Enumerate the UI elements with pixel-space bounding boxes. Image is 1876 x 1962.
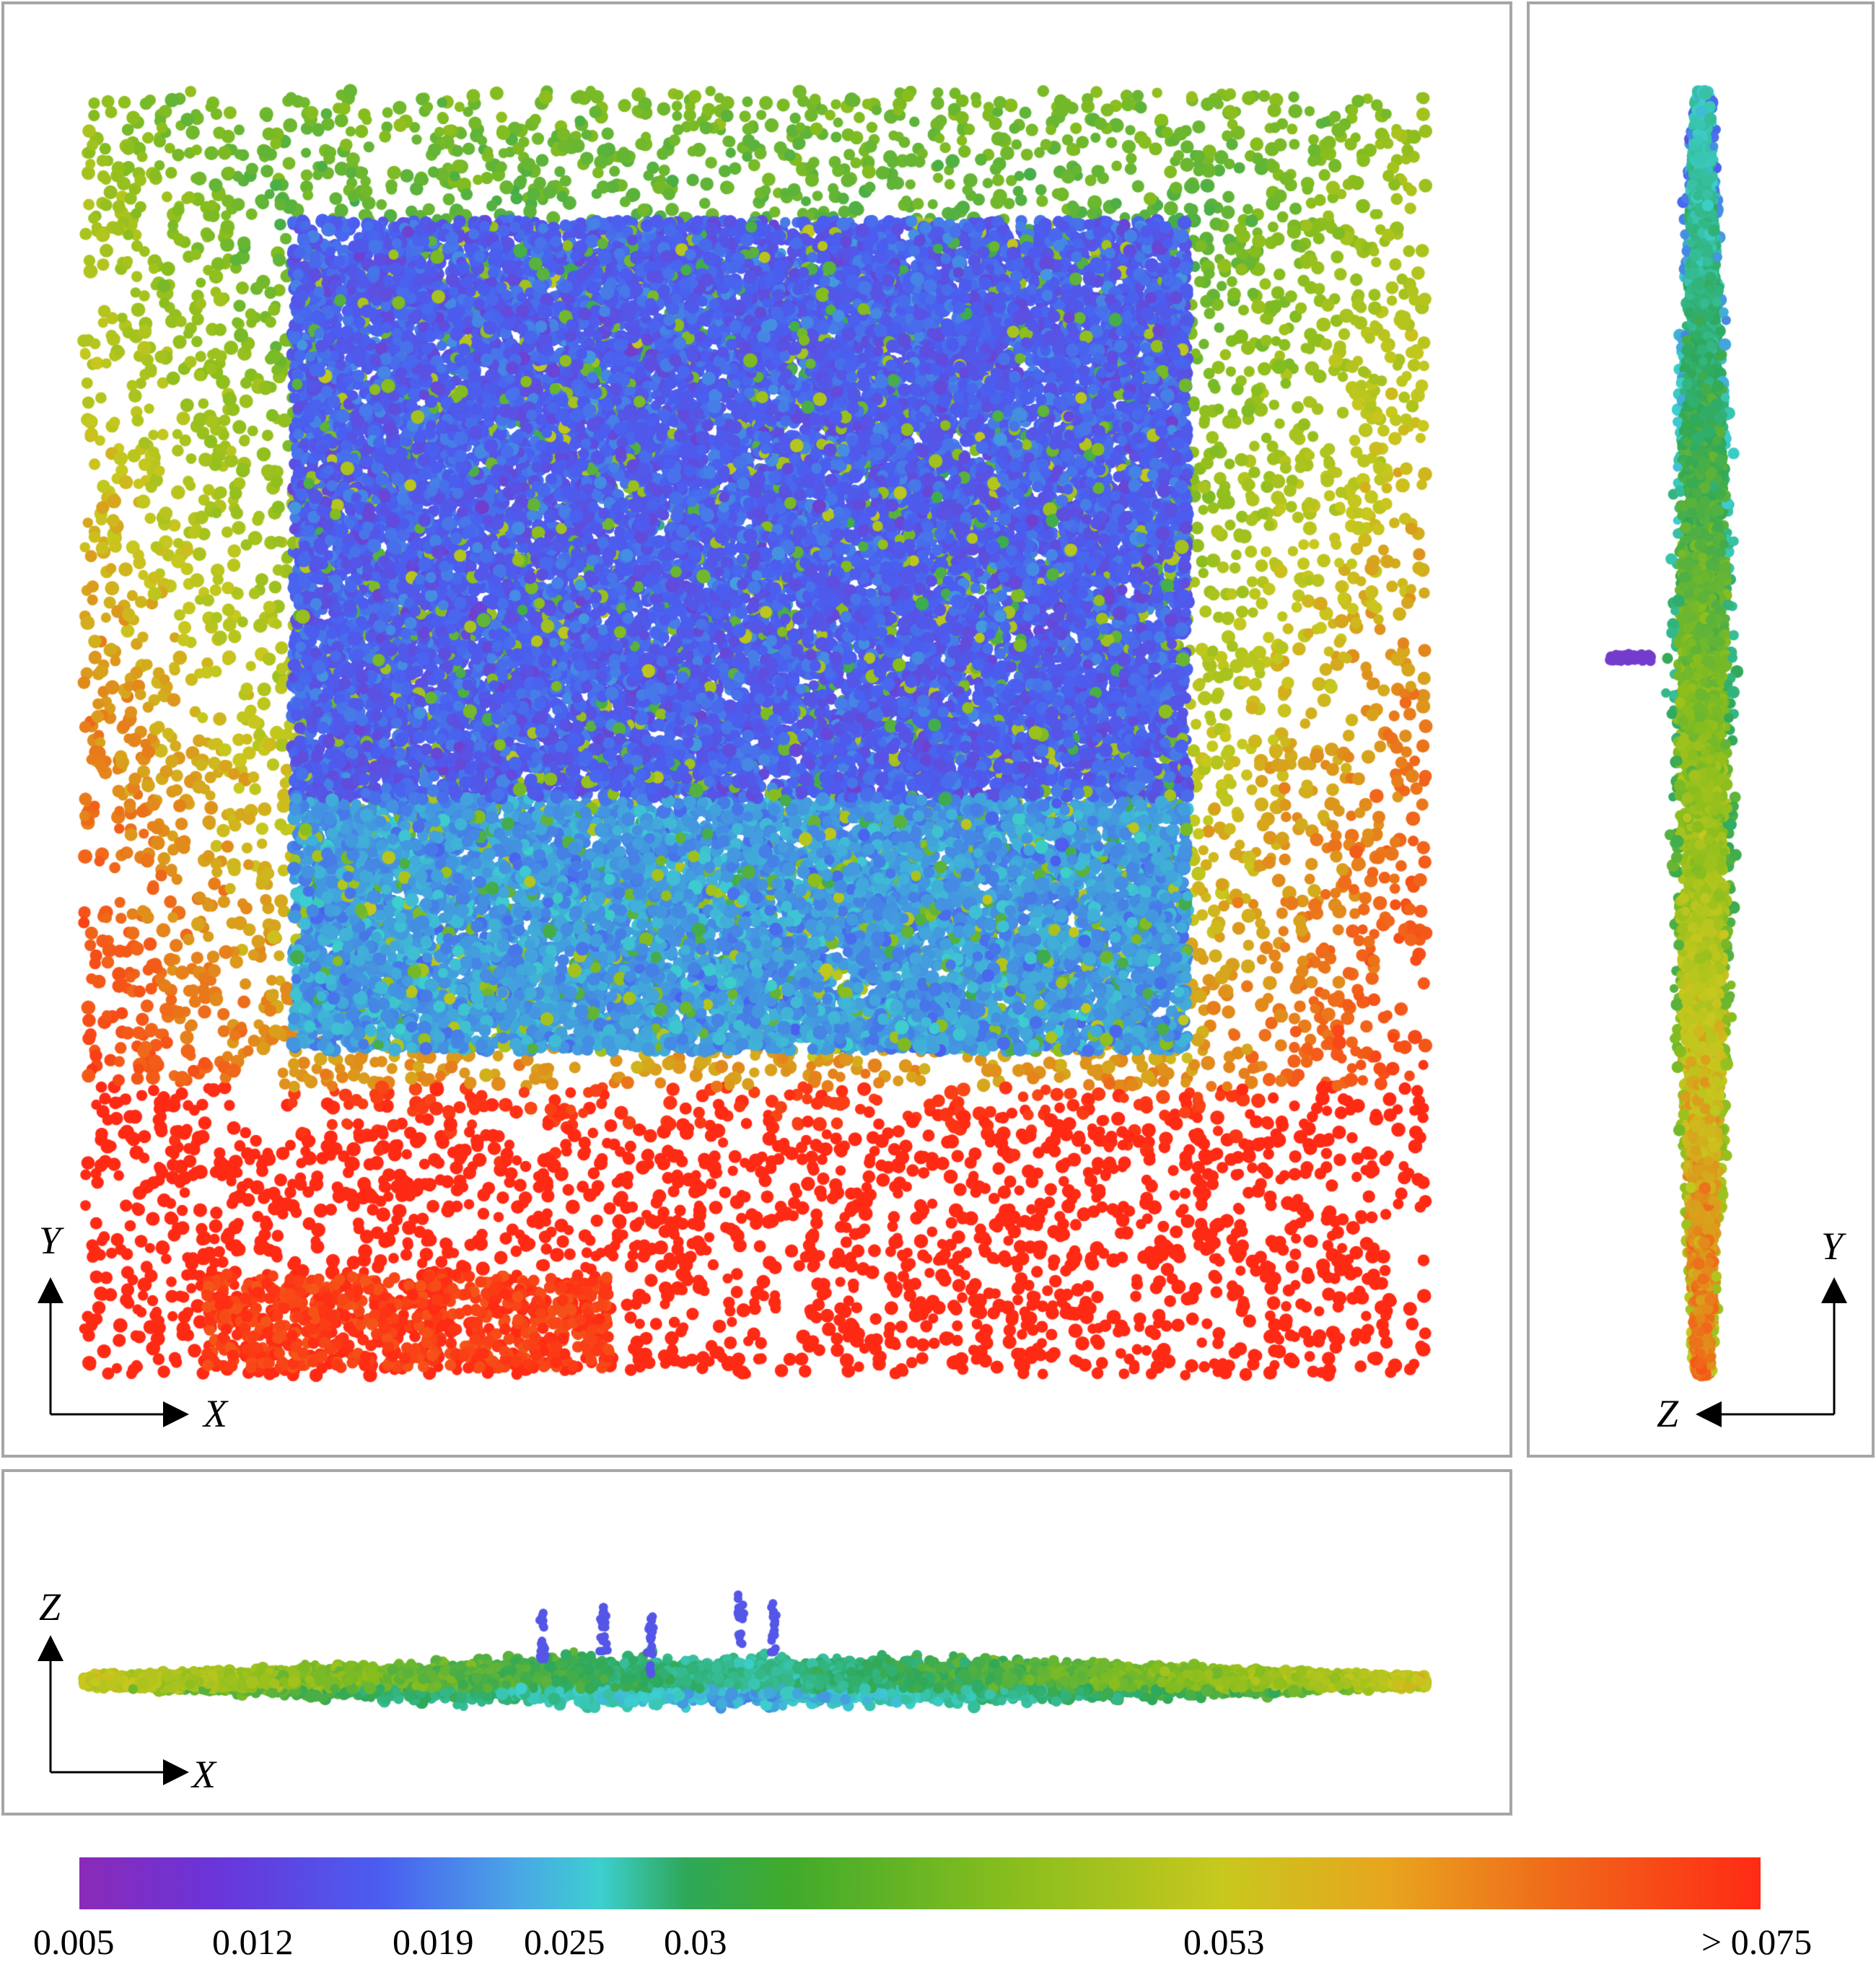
front-view-panel: Z X xyxy=(1,1469,1512,1816)
top-view-y-axis-label: Y xyxy=(39,1219,61,1262)
front-view-z-axis-label: Z xyxy=(39,1585,61,1629)
front-view-axes xyxy=(38,1635,189,1785)
side-view-z-axis-label: Z xyxy=(1657,1392,1679,1435)
colorbar-tick-label: 0.005 xyxy=(33,1922,115,1962)
top-view-point-cloud xyxy=(4,4,1509,1455)
colorbar xyxy=(79,1857,1761,1909)
colorbar-tick-label: 0.025 xyxy=(524,1922,605,1962)
side-view-panel: Y Z xyxy=(1527,1,1875,1458)
front-view-point-cloud xyxy=(4,1472,1509,1813)
top-view-x-axis-label: X xyxy=(203,1392,227,1435)
side-view-axes xyxy=(1696,1277,1847,1427)
side-view-point-cloud xyxy=(1530,4,1872,1455)
side-view-y-axis-label: Y xyxy=(1821,1225,1844,1268)
colorbar-tick-label: 0.03 xyxy=(664,1922,727,1962)
colorbar-tick-label: 0.053 xyxy=(1183,1922,1265,1962)
front-view-x-axis-label: X xyxy=(192,1753,216,1796)
top-view-panel: Y X xyxy=(1,1,1512,1458)
colorbar-tick-label: 0.012 xyxy=(212,1922,294,1962)
colorbar-tick-label: > 0.075 xyxy=(1701,1922,1813,1962)
top-view-axes xyxy=(38,1277,189,1427)
colorbar-tick-label: 0.019 xyxy=(393,1922,474,1962)
